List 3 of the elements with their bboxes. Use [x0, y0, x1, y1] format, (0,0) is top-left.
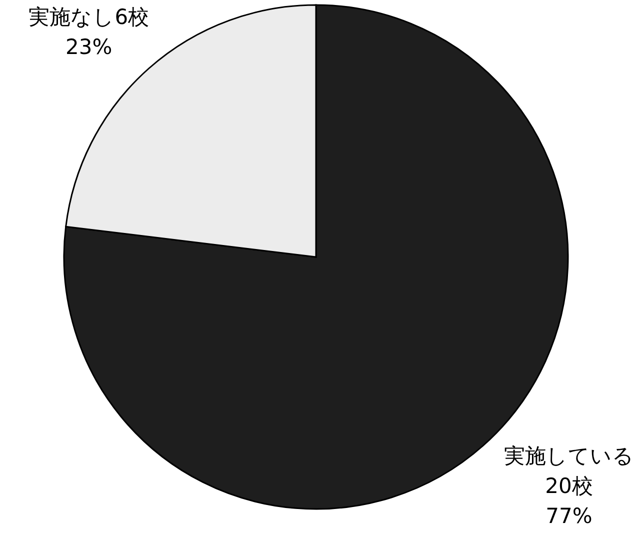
slice-label: 実施している — [504, 444, 634, 468]
data-label: 20校 77% — [545, 474, 593, 528]
slice-label: 実施なし6校 23% — [28, 5, 150, 59]
